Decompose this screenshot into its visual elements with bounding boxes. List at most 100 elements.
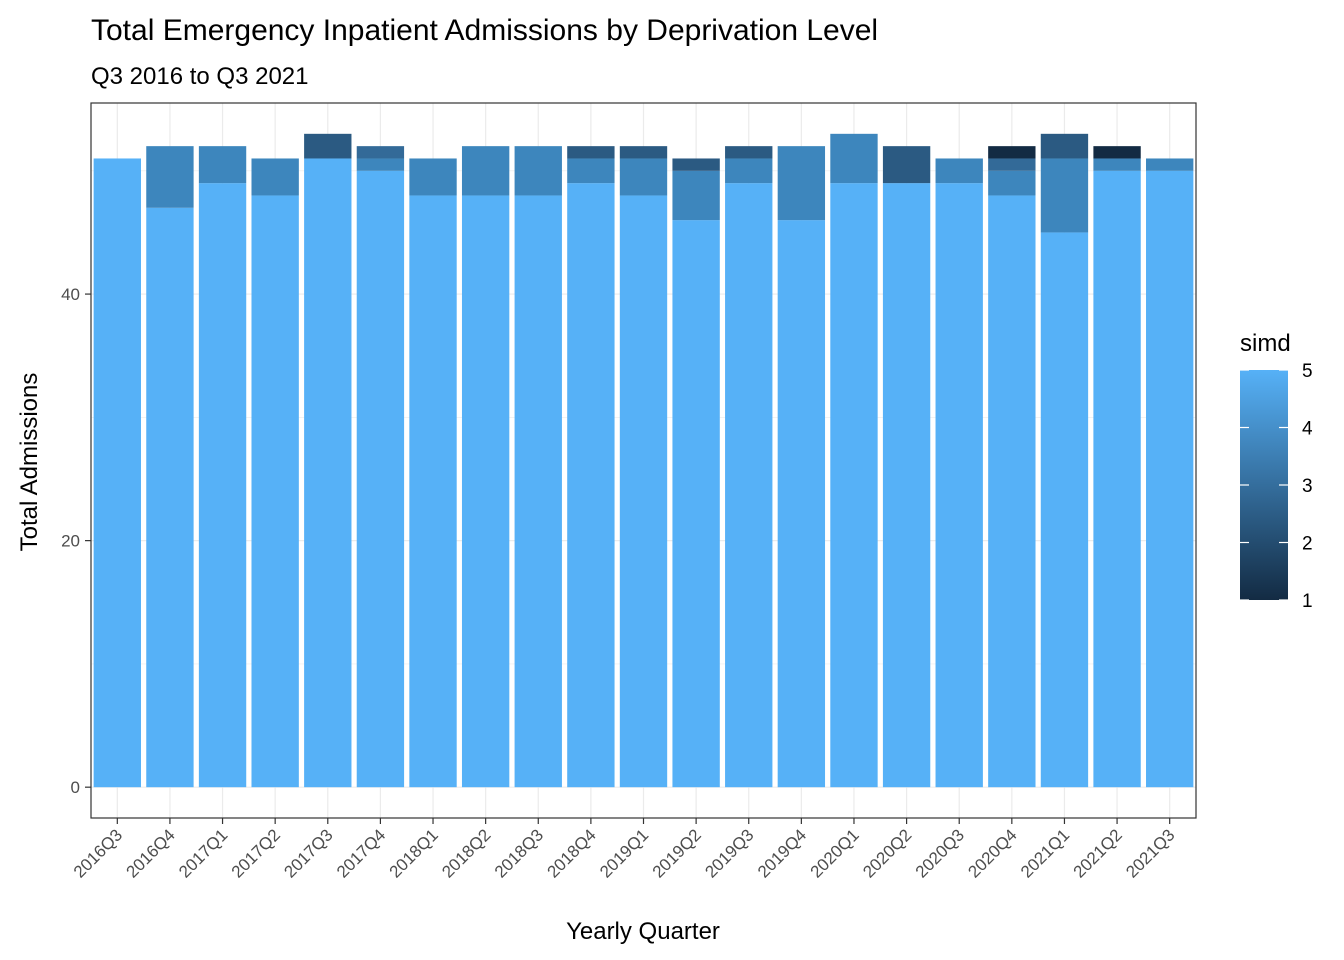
bar-segment-simd-2: [725, 146, 773, 159]
bar-segment-simd-2: [672, 158, 720, 171]
bar-segment-simd-5: [304, 158, 352, 788]
x-tick-label: 2016Q4: [123, 825, 179, 881]
y-axis-title: Total Admissions: [16, 373, 43, 552]
x-tick-label: 2019Q2: [649, 825, 705, 881]
chart-subtitle: Q3 2016 to Q3 2021: [91, 63, 309, 90]
bar-stack-2019Q2: [672, 158, 720, 788]
bar-stack-2018Q1: [409, 158, 457, 788]
bar-stack-2017Q1: [198, 146, 247, 788]
x-tick-label: 2020Q2: [859, 825, 915, 881]
bar-segment-simd-5: [830, 183, 878, 788]
bar-segment-simd-4: [1040, 158, 1089, 233]
bar-stack-2020Q2: [882, 146, 931, 788]
bar-segment-simd-4: [1146, 158, 1194, 171]
bar-stack-2021Q2: [1093, 146, 1141, 788]
y-tick-label: 40: [61, 285, 80, 304]
bar-segment-simd-4: [619, 158, 668, 196]
legend: simd 5 4 3 2 1: [1240, 330, 1313, 612]
bar-segment-simd-5: [251, 195, 299, 788]
bar-segment-simd-3: [356, 146, 405, 159]
y-axis: 0 20 40: [61, 285, 91, 797]
bar-segment-simd-4: [514, 146, 562, 196]
bar-segment-simd-4: [461, 146, 510, 196]
x-axis: 2016Q32016Q42017Q12017Q22017Q32017Q42018…: [70, 818, 1179, 882]
bar-segment-simd-1: [988, 146, 1036, 159]
bar-segment-simd-4: [988, 170, 1036, 196]
bar-segment-simd-4: [251, 158, 299, 196]
bar-stack-2017Q4: [356, 146, 405, 788]
bar-segment-simd-2: [304, 133, 352, 159]
bar-segment-simd-4: [935, 158, 983, 184]
bar-segment-simd-5: [988, 195, 1036, 788]
x-tick-label: 2020Q3: [912, 825, 968, 881]
bar-segment-simd-2: [619, 146, 668, 159]
bar-stack-2019Q3: [725, 146, 773, 788]
bar-segment-simd-5: [935, 183, 983, 788]
x-tick-label: 2019Q1: [596, 825, 652, 881]
x-tick-label: 2019Q4: [754, 825, 810, 881]
legend-label: 3: [1302, 476, 1313, 497]
bar-segment-simd-5: [619, 195, 668, 788]
x-tick-label: 2021Q2: [1070, 825, 1126, 881]
bars: [93, 133, 1194, 788]
bar-segment-simd-5: [146, 207, 194, 788]
bar-segment-simd-4: [356, 158, 405, 171]
legend-label: 4: [1302, 419, 1313, 440]
bar-segment-simd-5: [514, 195, 562, 788]
x-tick-label: 2019Q3: [701, 825, 757, 881]
bar-segment-simd-2: [567, 146, 615, 159]
bar-stack-2018Q4: [567, 146, 615, 788]
bar-segment-simd-5: [461, 195, 510, 788]
x-tick-label: 2020Q1: [807, 825, 863, 881]
bar-stack-2021Q1: [1040, 133, 1089, 788]
legend-ticks: 5 4 3 2 1: [1240, 361, 1313, 612]
bar-segment-simd-2: [1040, 133, 1089, 159]
x-tick-label: 2017Q1: [175, 825, 231, 881]
x-tick-label: 2017Q4: [333, 825, 389, 881]
bar-segment-simd-4: [672, 170, 720, 221]
bar-stack-2018Q3: [514, 146, 562, 788]
bar-segment-simd-4: [725, 158, 773, 184]
chart-title: Total Emergency Inpatient Admissions by …: [91, 14, 878, 47]
bar-segment-simd-5: [725, 183, 773, 788]
bar-stack-2020Q3: [935, 158, 983, 788]
x-axis-title: Yearly Quarter: [566, 918, 720, 945]
bar-segment-simd-5: [409, 195, 457, 788]
bar-segment-simd-4: [198, 146, 247, 184]
bar-stack-2018Q2: [461, 146, 510, 788]
bar-segment-simd-5: [1040, 232, 1089, 788]
bar-stack-2020Q1: [830, 133, 878, 788]
bar-segment-simd-5: [356, 170, 405, 788]
bar-stack-2020Q4: [988, 146, 1036, 788]
x-tick-label: 2018Q2: [438, 825, 494, 881]
bar-stack-2017Q3: [304, 133, 352, 788]
legend-label: 1: [1302, 591, 1313, 612]
x-tick-label: 2021Q1: [1017, 825, 1073, 881]
x-tick-label: 2017Q2: [228, 825, 284, 881]
bar-segment-simd-5: [1146, 170, 1194, 788]
bar-segment-simd-4: [1093, 158, 1141, 171]
bar-segment-simd-4: [777, 146, 826, 221]
bar-segment-simd-5: [567, 183, 615, 788]
x-tick-label: 2016Q3: [70, 825, 126, 881]
legend-title: simd: [1240, 330, 1291, 357]
bar-stack-2017Q2: [251, 158, 299, 788]
y-tick-label: 0: [71, 778, 80, 797]
x-tick-label: 2021Q3: [1122, 825, 1178, 881]
bar-stack-2019Q1: [619, 146, 668, 788]
legend-label: 2: [1302, 534, 1313, 555]
bar-segment-simd-1: [1093, 146, 1141, 159]
bar-segment-simd-4: [409, 158, 457, 196]
y-tick-label: 20: [61, 532, 80, 551]
bar-segment-simd-5: [672, 220, 720, 788]
legend-label: 5: [1302, 361, 1313, 382]
x-tick-label: 2018Q4: [543, 825, 599, 881]
bar-stack-2016Q3: [93, 158, 141, 788]
bar-segment-simd-4: [567, 158, 615, 184]
bar-segment-simd-5: [93, 158, 141, 788]
bar-segment-simd-5: [1093, 170, 1141, 788]
bar-stack-2016Q4: [146, 146, 194, 788]
x-tick-label: 2018Q1: [386, 825, 442, 881]
bar-segment-simd-4: [830, 133, 878, 184]
x-tick-label: 2017Q3: [280, 825, 336, 881]
